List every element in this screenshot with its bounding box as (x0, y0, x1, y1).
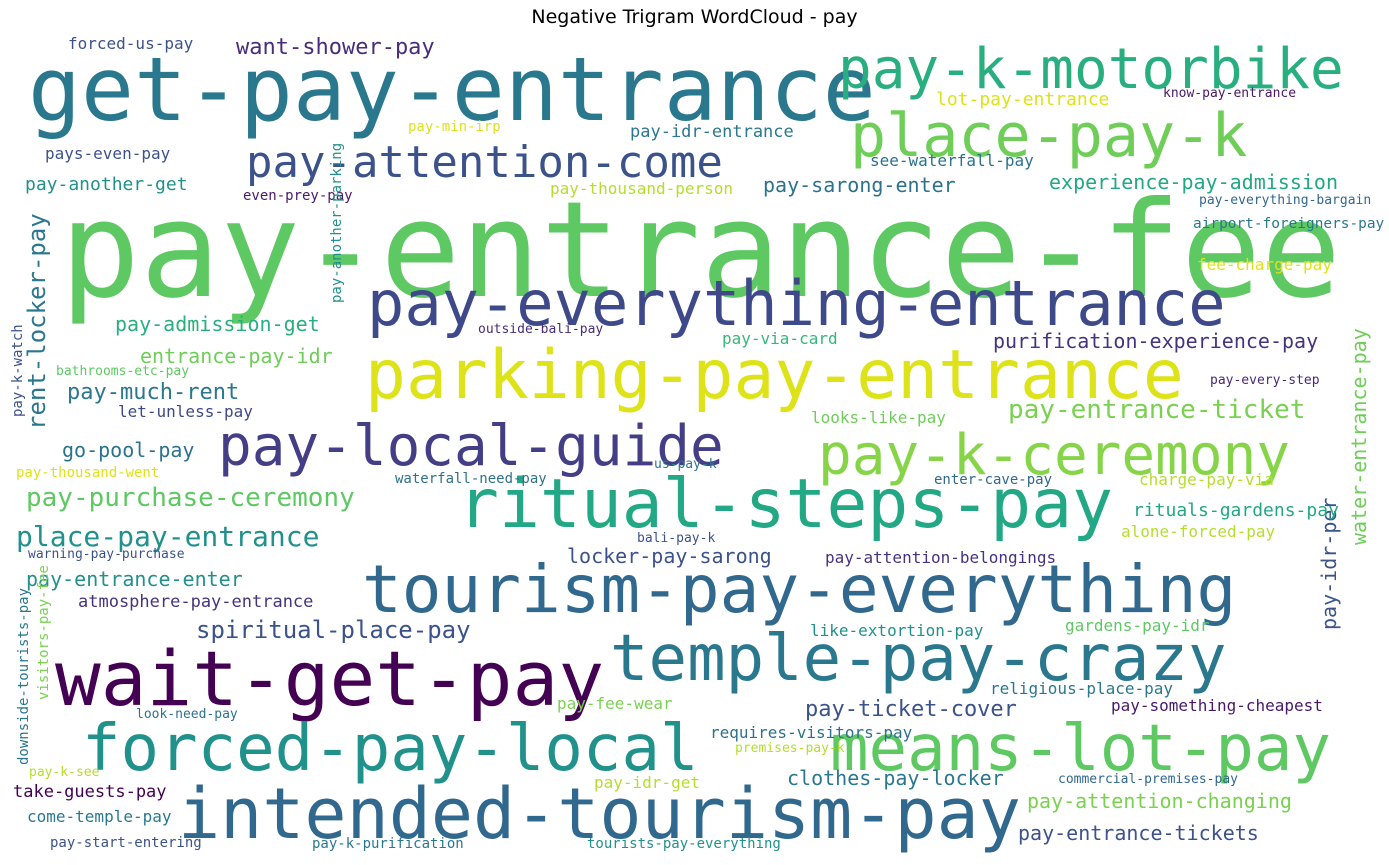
word-bathrooms-etc-pay: bathrooms-etc-pay (56, 364, 189, 379)
word-pay-much-rent: pay-much-rent (67, 380, 239, 405)
word-see-waterfall-pay: see-waterfall-pay (870, 151, 1034, 170)
word-pay-min-irp: pay-min-irp (408, 119, 501, 135)
word-atmosphere-pay-entrance: atmosphere-pay-entrance (78, 592, 313, 612)
word-forced-us-pay: forced-us-pay (68, 34, 194, 53)
word-pay-purchase-ceremony: pay-purchase-ceremony (26, 483, 355, 513)
word-pay-thousand-person: pay-thousand-person (550, 179, 733, 198)
word-bali-pay-k: bali-pay-k (637, 531, 715, 546)
word-clothes-pay-locker: clothes-pay-locker (787, 766, 1004, 790)
word-commercial-premises-pay: commercial-premises-pay (1058, 772, 1238, 787)
word-pay-local-guide: pay-local-guide (218, 414, 724, 479)
word-pay-start-entering: pay-start-entering (50, 835, 202, 851)
word-tourism-pay-everything: tourism-pay-everything (362, 551, 1236, 628)
word-pay-another-parking: pay-another-parking (329, 143, 345, 303)
word-temple-pay-crazy: temple-pay-crazy (610, 622, 1227, 696)
word-outside-bali-pay: outside-bali-pay (478, 322, 603, 337)
word-waterfall-need-pay: waterfall-need-pay (395, 471, 547, 487)
word-lot-pay-entrance: lot-pay-entrance (936, 89, 1109, 110)
word-pay-entrance-ticket: pay-entrance-ticket (1008, 395, 1305, 425)
chart-title: Negative Trigram WordCloud - pay (531, 6, 858, 28)
word-wait-get-pay: wait-get-pay (55, 634, 604, 723)
word-purification-experience-pay: purification-experience-pay (993, 329, 1318, 353)
word-downside-tourists-pay: downside-tourists-pay (16, 588, 32, 765)
word-forced-pay-local: forced-pay-local (82, 712, 699, 786)
word-take-guests-pay: take-guests-pay (13, 782, 167, 802)
word-rituals-gardens-pay: rituals-gardens-pay (1133, 500, 1339, 521)
word-pay-entrance-enter: pay-entrance-enter (26, 567, 243, 591)
word-pay-attention-belongings: pay-attention-belongings (825, 548, 1056, 567)
word-pay-k-watch: pay-k-watch (10, 324, 26, 417)
word-pay-via-card: pay-via-card (722, 329, 838, 348)
word-pay-everything-entrance: pay-everything-entrance (367, 267, 1226, 340)
word-pay-every-step: pay-every-step (1210, 373, 1320, 388)
word-pay-k-purification: pay-k-purification (312, 836, 464, 852)
word-ritual-steps-pay: ritual-steps-pay (458, 465, 1113, 544)
word-pay-thousand-went: pay-thousand-went (16, 465, 159, 481)
word-pay-ticket-cover: pay-ticket-cover (805, 697, 1017, 722)
word-entrance-pay-idr: entrance-pay-idr (140, 344, 333, 368)
word-even-prey-pay: even-prey-pay (243, 188, 353, 204)
word-rent-locker-pay: rent-locker-pay (23, 213, 51, 430)
word-pay-attention-changing: pay-attention-changing (1027, 789, 1292, 813)
word-look-need-pay: look-need-pay (136, 707, 238, 722)
word-looks-like-pay: looks-like-pay (811, 408, 946, 427)
word-pay-k-ceremony: pay-k-ceremony (818, 423, 1290, 488)
word-pay-admission-get: pay-admission-get (115, 312, 320, 336)
word-let-unless-pay: let-unless-pay (118, 402, 253, 421)
word-us-pay-k: us-pay-k (654, 457, 717, 472)
word-warning-pay-purchase: warning-pay-purchase (28, 547, 185, 562)
word-spiritual-place-pay: spiritual-place-pay (196, 616, 471, 644)
word-pay-idr-entrance: pay-idr-entrance (630, 122, 794, 142)
word-pay-fee-wear: pay-fee-wear (557, 694, 673, 713)
word-airport-foreigners-pay: airport-foreigners-pay (1193, 216, 1385, 232)
word-alone-forced-pay: alone-forced-pay (1121, 522, 1275, 541)
word-water-entrance-pay: water-entrance-pay (1347, 328, 1371, 545)
word-like-extortion-pay: like-extortion-pay (810, 621, 984, 640)
word-get-pay-entrance: get-pay-entrance (28, 38, 876, 141)
word-pay-entrance-fee: pay-entrance-fee (60, 174, 1341, 328)
word-visitors-pay-fee: visitors-pay-fee (36, 565, 52, 700)
word-locker-pay-sarong: locker-pay-sarong (567, 544, 772, 568)
word-tourists-pay-everything: tourists-pay-everything (587, 836, 781, 852)
word-pay-entrance-tickets: pay-entrance-tickets (1018, 821, 1259, 845)
word-pay-sarong-enter: pay-sarong-enter (763, 173, 956, 197)
word-place-pay-entrance: place-pay-entrance (16, 520, 319, 553)
word-means-lot-pay: means-lot-pay (830, 712, 1331, 786)
word-parking-pay-entrance: parking-pay-entrance (365, 336, 1184, 415)
word-pays-even-pay: pays-even-pay (45, 144, 171, 163)
word-fee-charge-pay: fee-charge-pay (1197, 255, 1332, 274)
word-charge-pay-via: charge-pay-via (1139, 470, 1274, 489)
word-pay-k-see: pay-k-see (29, 765, 100, 780)
word-pay-k-motorbike: pay-k-motorbike (838, 37, 1344, 102)
word-want-shower-pay: want-shower-pay (236, 35, 435, 60)
word-pay-idr-get: pay-idr-get (594, 773, 700, 792)
word-experience-pay-admission: experience-pay-admission (1049, 170, 1338, 194)
word-requires-visitors-pay: requires-visitors-pay (710, 723, 913, 742)
word-pay-idr-per: pay-idr-per (1317, 498, 1341, 630)
word-pay-another-get: pay-another-get (25, 174, 188, 195)
word-premises-pay-k: premises-pay-k (735, 741, 845, 756)
word-pay-something-cheapest: pay-something-cheapest (1111, 696, 1323, 715)
word-come-temple-pay: come-temple-pay (27, 807, 172, 826)
word-gardens-pay-idr: gardens-pay-idr (1065, 616, 1210, 635)
word-know-pay-entrance: know-pay-entrance (1163, 86, 1296, 101)
word-pay-everything-bargain: pay-everything-bargain (1199, 193, 1371, 208)
word-intended-tourism-pay: intended-tourism-pay (178, 773, 1021, 855)
word-religious-place-pay: religious-place-pay (990, 679, 1173, 698)
word-go-pool-pay: go-pool-pay (62, 438, 194, 462)
word-enter-cave-pay: enter-cave-pay (934, 472, 1052, 488)
word-pay-attention-come: pay-attention-come (246, 137, 723, 188)
word-place-pay-k: place-pay-k (850, 101, 1247, 171)
